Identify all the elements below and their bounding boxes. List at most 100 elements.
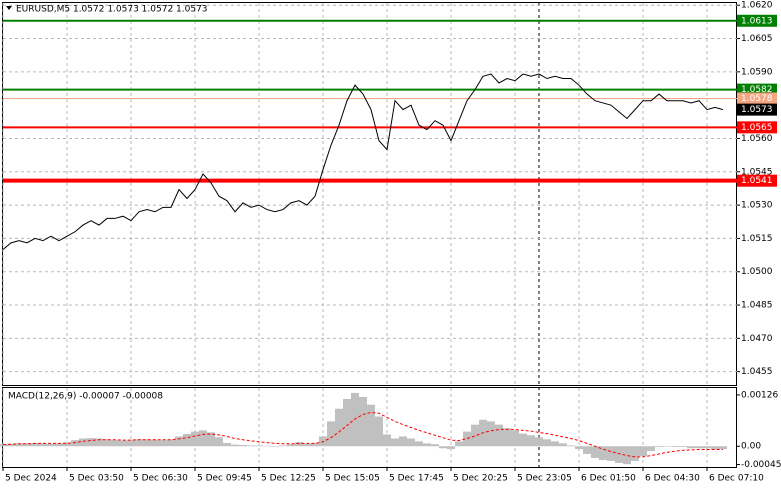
x-tick-label: 5 Dec 12:25 xyxy=(261,474,316,484)
histogram-bar xyxy=(471,424,479,447)
chart-title: EURUSD,M5 1.0572 1.0573 1.0572 1.0573 xyxy=(16,5,208,15)
histogram-bar xyxy=(95,438,103,447)
level-label-box xyxy=(737,92,777,105)
histogram-bar xyxy=(287,444,295,447)
histogram-bar xyxy=(263,445,271,447)
x-tick-label: 5 Dec 17:45 xyxy=(389,474,444,484)
main-frame xyxy=(2,2,737,386)
x-tick-label: 5 Dec 06:30 xyxy=(133,474,188,484)
y-tick-label: 1.0590 xyxy=(741,67,773,77)
histogram-bar xyxy=(567,445,575,447)
histogram-bar xyxy=(335,408,343,447)
histogram-bar xyxy=(543,439,551,447)
y-tick-label: 1.0485 xyxy=(741,301,773,311)
y-tick-label: 1.0530 xyxy=(741,201,773,211)
y-tick-label: -0.00045 xyxy=(741,460,781,470)
histogram-bar xyxy=(407,438,415,447)
histogram-bar xyxy=(631,446,639,461)
histogram-bar xyxy=(247,445,255,447)
histogram-bar xyxy=(687,446,695,449)
histogram-bar xyxy=(71,440,79,447)
histogram-bar xyxy=(103,439,111,447)
histogram-bar xyxy=(535,437,543,447)
level-label: 1.0541 xyxy=(741,176,773,186)
y-tick-label: 0.00126 xyxy=(741,390,778,400)
histogram-bar xyxy=(455,441,463,447)
histogram-bar xyxy=(207,432,215,447)
histogram-bar xyxy=(183,434,191,447)
histogram-bar xyxy=(79,438,87,447)
histogram-bar xyxy=(119,440,127,447)
histogram-bar xyxy=(695,446,703,449)
histogram-bar xyxy=(175,436,183,447)
histogram-bar xyxy=(239,445,247,447)
histogram-bar xyxy=(135,439,143,447)
y-tick-label: 1.0470 xyxy=(741,334,773,344)
histogram-bar xyxy=(23,443,31,447)
histogram-bar xyxy=(295,442,303,447)
histogram-bar xyxy=(255,445,263,447)
level-label-box xyxy=(737,121,777,134)
histogram-bar xyxy=(303,443,311,447)
histogram-bar xyxy=(199,430,207,447)
y-tick-label: 1.0560 xyxy=(741,134,773,144)
histogram-bar xyxy=(311,442,319,447)
histogram-bar xyxy=(487,421,495,447)
histogram-bar xyxy=(31,442,39,447)
level-label: 1.0578 xyxy=(741,94,773,104)
histogram-bar xyxy=(143,439,151,447)
histogram-bar xyxy=(343,398,351,447)
histogram-bar xyxy=(671,446,679,448)
histogram-bar xyxy=(223,442,231,447)
signal-line xyxy=(2,411,723,458)
histogram-bar xyxy=(231,444,239,447)
histogram-bar xyxy=(495,424,503,447)
x-tick-label: 5 Dec 23:05 xyxy=(517,474,572,484)
histogram-bar xyxy=(447,446,455,450)
histogram-bar xyxy=(527,435,535,447)
histogram-bar xyxy=(591,446,599,459)
histogram-bar xyxy=(511,430,519,447)
histogram-bar xyxy=(623,446,631,465)
histogram-bar xyxy=(503,428,511,447)
level-label: 1.0582 xyxy=(741,85,773,95)
histogram-bar xyxy=(151,439,159,447)
histogram-bar xyxy=(639,446,647,457)
histogram-bar xyxy=(15,443,23,447)
level-label-box xyxy=(737,14,777,27)
level-label-box xyxy=(737,174,777,187)
histogram-bar xyxy=(39,443,47,447)
x-tick-label: 6 Dec 07:10 xyxy=(709,474,764,484)
x-tick-label: 5 Dec 15:05 xyxy=(325,474,380,484)
histogram-bar xyxy=(559,443,567,447)
x-tick-label: 6 Dec 01:50 xyxy=(581,474,636,484)
histogram-bar xyxy=(415,441,423,447)
histogram-bar xyxy=(703,446,711,449)
histogram-bar xyxy=(55,443,63,447)
y-tick-label: 1.0500 xyxy=(741,267,773,277)
x-tick-label: 6 Dec 04:30 xyxy=(645,474,700,484)
histogram-bar xyxy=(63,442,71,447)
level-label: 1.0613 xyxy=(741,16,773,26)
histogram-bar xyxy=(399,436,407,447)
y-tick-label: 0.00 xyxy=(741,442,761,452)
histogram-bar xyxy=(47,443,55,447)
histogram-bar xyxy=(167,439,175,447)
y-tick-label: 1.0605 xyxy=(741,34,773,44)
histogram-bar xyxy=(575,446,583,450)
y-tick-label: 1.0455 xyxy=(741,367,773,377)
menu-arrow xyxy=(6,6,12,10)
histogram-bar xyxy=(647,446,655,452)
x-tick-label: 5 Dec 03:50 xyxy=(69,474,124,484)
price-line xyxy=(2,73,724,250)
level-label: 1.0565 xyxy=(741,123,773,133)
histogram-bar xyxy=(271,446,279,447)
histogram-bar xyxy=(679,446,687,448)
histogram-bar xyxy=(583,446,591,454)
histogram-bar xyxy=(7,443,15,447)
histogram-bar xyxy=(655,446,663,448)
level-label-box xyxy=(737,103,777,116)
y-tick-label: 1.0620 xyxy=(741,1,773,11)
histogram-bar xyxy=(615,446,623,463)
